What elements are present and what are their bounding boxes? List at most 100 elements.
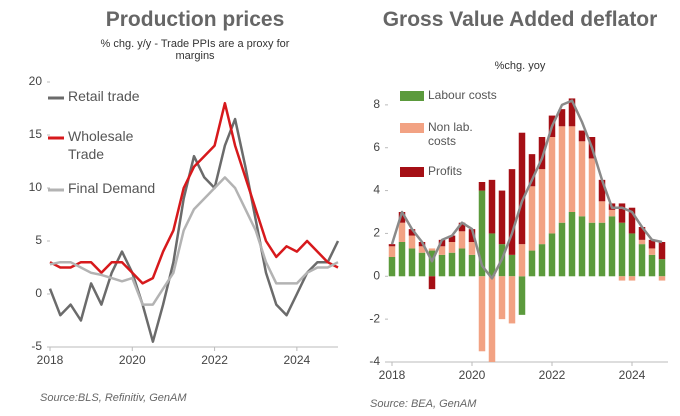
bar-segment bbox=[648, 239, 656, 249]
bar-segment bbox=[438, 254, 446, 277]
bar-segment bbox=[478, 190, 486, 277]
bar-segment bbox=[528, 154, 536, 187]
y-tick-label: 0 bbox=[373, 268, 380, 282]
y-tick-label: -4 bbox=[369, 354, 380, 368]
bar-segment bbox=[468, 229, 476, 242]
y-tick-label: 6 bbox=[373, 140, 380, 154]
bar-segment bbox=[538, 244, 546, 277]
y-tick-label: 2 bbox=[373, 226, 380, 240]
bar-segment bbox=[558, 109, 566, 127]
x-tick-label: 2020 bbox=[119, 353, 146, 367]
bar-segment bbox=[498, 190, 506, 245]
legend-label: Non lab. costs bbox=[428, 120, 473, 149]
bar-segment bbox=[388, 257, 396, 277]
chart-subtitle: %chg. yoy bbox=[494, 60, 546, 72]
bar-segment bbox=[658, 242, 666, 260]
bar-segment bbox=[398, 212, 406, 223]
bar-segment bbox=[458, 248, 466, 277]
x-tick-label: 2022 bbox=[201, 353, 228, 367]
bar-segment bbox=[408, 235, 416, 249]
total-line bbox=[390, 99, 663, 280]
bar-segment bbox=[468, 242, 476, 255]
bar-segment bbox=[458, 231, 466, 249]
bar-segment bbox=[548, 233, 556, 277]
y-tick-label: 8 bbox=[373, 97, 380, 111]
bar-segment bbox=[658, 259, 666, 277]
bar-segment bbox=[588, 222, 596, 277]
bar-segment bbox=[458, 222, 466, 232]
chart-subtitle: % chg. y/y - Trade PPIs are a proxy for … bbox=[100, 38, 290, 63]
y-tick-label: -5 bbox=[31, 339, 42, 353]
bar-segment bbox=[628, 276, 636, 281]
bar-segment bbox=[518, 276, 526, 315]
bar-segment bbox=[408, 229, 416, 236]
y-tick-label: -2 bbox=[369, 311, 380, 325]
bar-segment bbox=[528, 186, 536, 251]
legend-swatch bbox=[400, 123, 424, 133]
y-tick-label: 0 bbox=[35, 286, 42, 300]
source-note: Source: BEA, GenAM bbox=[370, 398, 477, 410]
y-tick-label: 10 bbox=[29, 180, 43, 194]
source-note: Source:BLS, Refinitiv, GenAM bbox=[40, 392, 187, 404]
bar-segment bbox=[618, 203, 626, 223]
bar-segment bbox=[608, 216, 616, 277]
x-tick-label: 2020 bbox=[459, 368, 486, 382]
bar-segment bbox=[488, 179, 496, 234]
y-tick-label: 4 bbox=[373, 183, 380, 197]
bar-segment bbox=[508, 254, 516, 277]
bar-segment bbox=[488, 233, 496, 277]
bar-segment bbox=[658, 276, 666, 281]
legend-label: Wholesale Trade bbox=[68, 128, 134, 162]
bar-segment bbox=[438, 239, 446, 247]
bar-segment bbox=[598, 179, 606, 202]
bar-segment bbox=[498, 276, 506, 320]
series-line bbox=[49, 176, 339, 306]
y-tick-label: 15 bbox=[29, 127, 43, 141]
bar-segment bbox=[618, 276, 626, 281]
bar-segment bbox=[428, 248, 436, 251]
x-tick-label: 2024 bbox=[284, 353, 311, 367]
bar-segment bbox=[648, 254, 656, 277]
bar-segment bbox=[448, 242, 456, 253]
bar-segment bbox=[528, 250, 536, 277]
y-tick-label: 5 bbox=[35, 233, 42, 247]
bar-segment bbox=[578, 141, 586, 217]
bar-segment bbox=[398, 242, 406, 277]
legend-label: Labour costs bbox=[428, 88, 497, 102]
legend-label: Final Demand bbox=[68, 180, 156, 196]
bar-segment bbox=[608, 209, 616, 217]
bar-segment bbox=[488, 276, 496, 362]
bar-segment bbox=[518, 132, 526, 245]
bar-segment bbox=[478, 182, 486, 191]
bar-segment bbox=[448, 235, 456, 242]
bar-segment bbox=[648, 248, 656, 255]
bar-segment bbox=[628, 207, 636, 234]
bar-segment bbox=[578, 216, 586, 277]
bar-segment bbox=[558, 222, 566, 277]
bar-segment bbox=[418, 246, 426, 253]
bar-segment bbox=[588, 158, 596, 223]
bar-segment bbox=[478, 276, 486, 352]
bar-segment bbox=[538, 169, 546, 245]
bar-segment bbox=[598, 201, 606, 223]
series-line bbox=[48, 117, 340, 343]
bar-segment bbox=[388, 246, 396, 257]
bar-segment bbox=[578, 130, 586, 142]
legend-label: Profits bbox=[428, 164, 463, 178]
bar-segment bbox=[418, 252, 426, 277]
bar-segment bbox=[468, 254, 476, 277]
bar-segment bbox=[548, 137, 556, 234]
bar-segment bbox=[408, 248, 416, 277]
bar-segment bbox=[388, 244, 396, 247]
y-tick-label: 20 bbox=[29, 74, 43, 88]
bar-segment bbox=[428, 276, 436, 290]
bar-segment bbox=[518, 244, 526, 277]
x-tick-label: 2018 bbox=[37, 353, 64, 367]
bar-segment bbox=[508, 276, 516, 324]
bar-segment bbox=[568, 98, 576, 127]
bar-segment bbox=[638, 239, 646, 245]
x-tick-label: 2022 bbox=[539, 368, 566, 382]
bar-segment bbox=[618, 222, 626, 277]
